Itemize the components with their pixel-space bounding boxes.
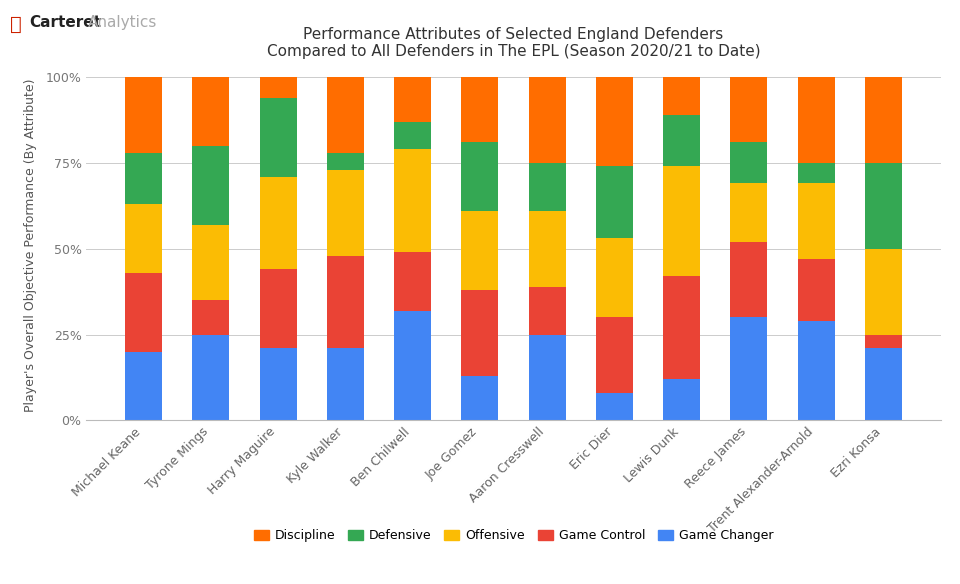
Bar xyxy=(596,77,633,166)
Bar xyxy=(529,335,565,420)
Bar xyxy=(731,183,767,242)
Bar xyxy=(663,114,700,166)
Legend: Discipline, Defensive, Offensive, Game Control, Game Changer: Discipline, Defensive, Offensive, Game C… xyxy=(249,524,779,547)
Bar xyxy=(327,256,364,348)
Bar xyxy=(462,376,498,420)
Bar xyxy=(327,170,364,256)
Bar xyxy=(125,273,162,352)
Bar xyxy=(865,77,902,163)
Bar xyxy=(596,166,633,238)
Bar xyxy=(798,77,834,163)
Bar xyxy=(462,77,498,142)
Bar xyxy=(193,145,229,225)
Bar xyxy=(193,300,229,335)
Bar xyxy=(663,166,700,276)
Text: Carteret: Carteret xyxy=(29,15,101,30)
Bar xyxy=(327,77,364,152)
Bar xyxy=(798,163,834,183)
Bar xyxy=(125,77,162,152)
Bar xyxy=(395,252,431,311)
Bar xyxy=(798,321,834,420)
Bar xyxy=(663,276,700,379)
Bar xyxy=(395,77,431,121)
Bar xyxy=(596,238,633,318)
Bar xyxy=(663,379,700,420)
Bar xyxy=(529,163,565,211)
Bar xyxy=(529,287,565,335)
Bar xyxy=(865,249,902,335)
Bar xyxy=(731,142,767,183)
Bar xyxy=(125,152,162,204)
Bar xyxy=(731,77,767,142)
Bar xyxy=(865,348,902,420)
Title: Performance Attributes of Selected England Defenders
Compared to All Defenders i: Performance Attributes of Selected Engla… xyxy=(267,27,760,59)
Bar xyxy=(462,211,498,290)
Bar xyxy=(125,352,162,420)
Bar xyxy=(529,77,565,163)
Y-axis label: Player's Overall Objective Performance (By Attribute): Player's Overall Objective Performance (… xyxy=(24,78,37,412)
Bar xyxy=(395,121,431,149)
Bar xyxy=(327,348,364,420)
Bar xyxy=(798,259,834,321)
Bar xyxy=(260,98,297,176)
Bar xyxy=(193,335,229,420)
Bar xyxy=(731,242,767,318)
Bar xyxy=(395,311,431,420)
Bar xyxy=(193,77,229,145)
Bar xyxy=(529,211,565,287)
Bar xyxy=(260,176,297,269)
Bar xyxy=(865,163,902,249)
Text: ⛨: ⛨ xyxy=(10,15,21,34)
Bar xyxy=(327,152,364,170)
Text: Analytics: Analytics xyxy=(88,15,157,30)
Bar xyxy=(260,269,297,348)
Bar xyxy=(395,149,431,252)
Bar xyxy=(663,77,700,114)
Bar xyxy=(260,348,297,420)
Bar xyxy=(260,77,297,98)
Bar xyxy=(462,142,498,211)
Bar xyxy=(596,318,633,393)
Bar xyxy=(193,225,229,300)
Bar xyxy=(731,318,767,420)
Bar xyxy=(798,183,834,259)
Bar xyxy=(596,393,633,420)
Bar xyxy=(865,335,902,348)
Bar xyxy=(125,204,162,273)
Bar xyxy=(462,290,498,376)
